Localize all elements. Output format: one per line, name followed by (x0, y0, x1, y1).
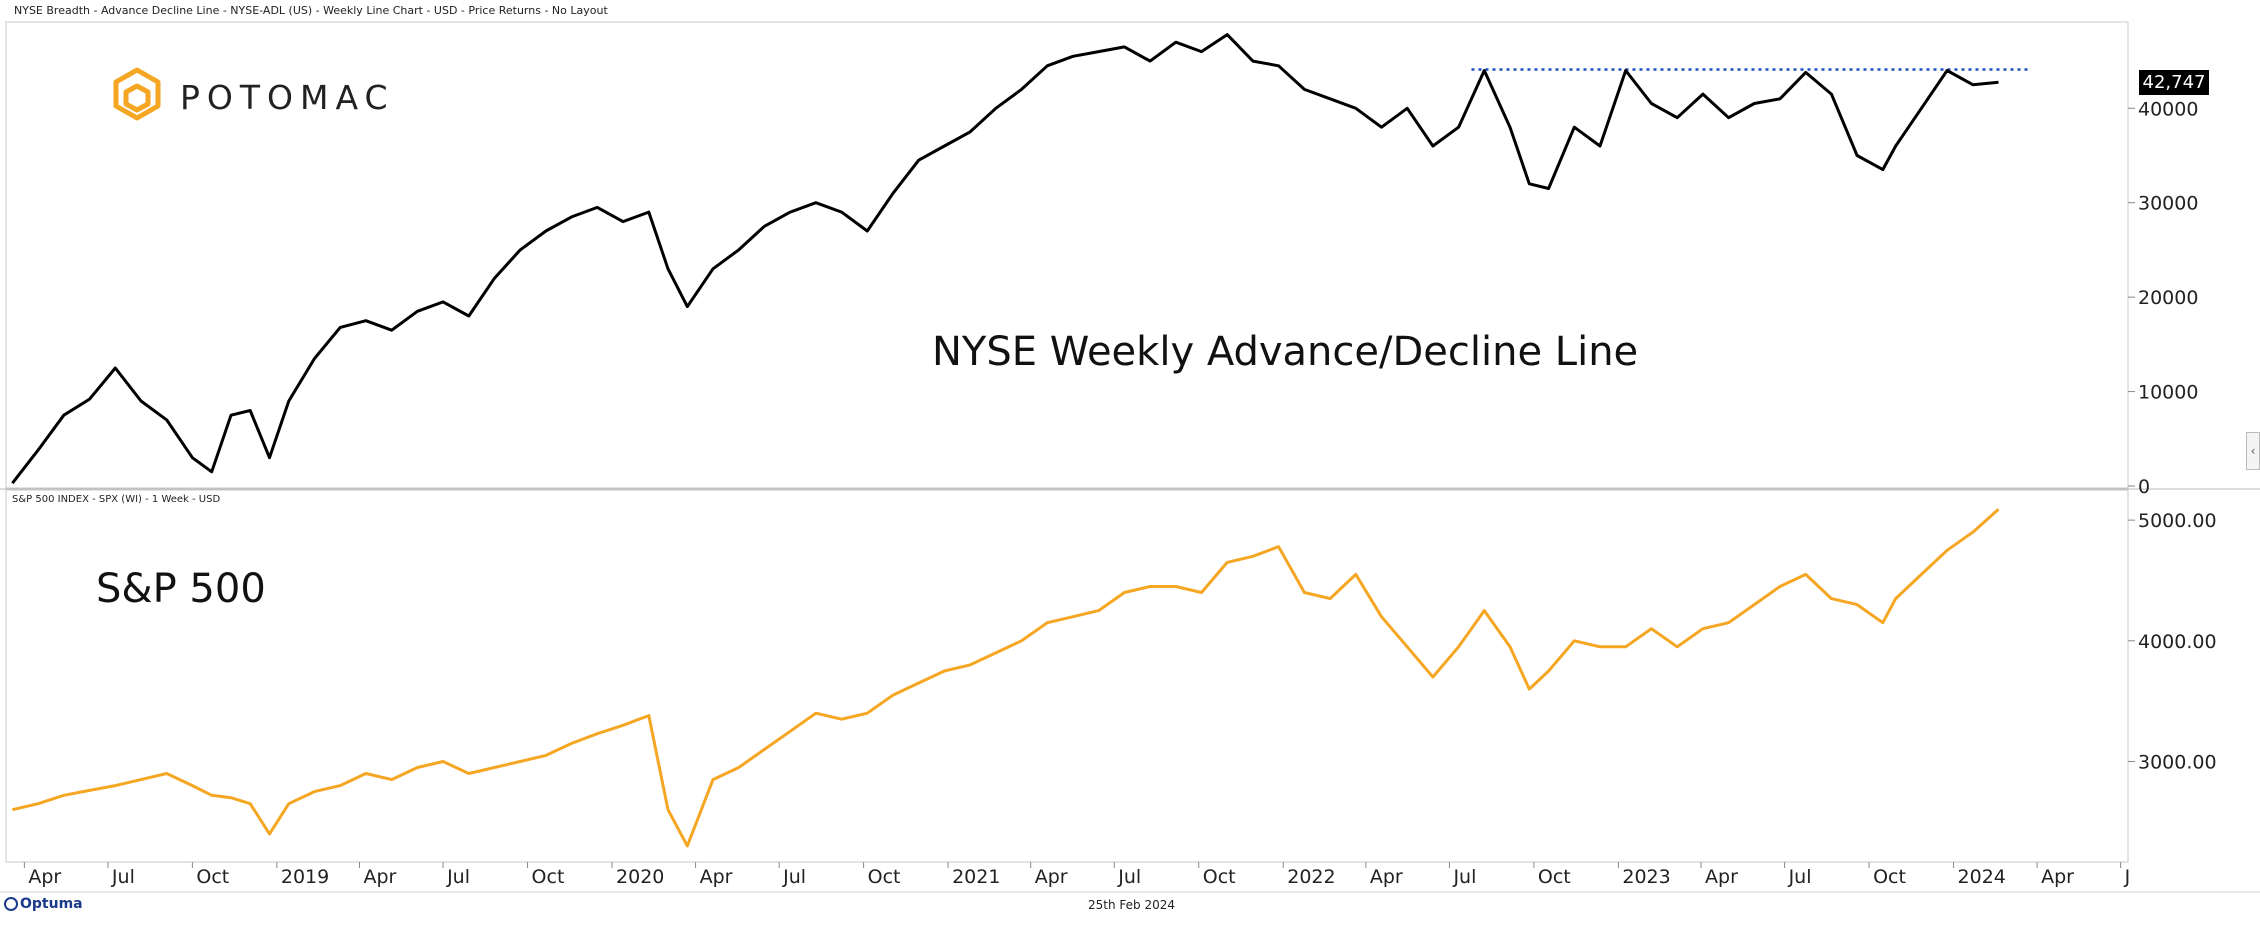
adl-y-tick-label: 0 (2138, 476, 2150, 498)
spx-series-line (12, 508, 2000, 848)
x-tick-label: Jul (111, 866, 135, 888)
x-tick-label: 2024 (1958, 866, 2006, 888)
x-tick-label: 2023 (1622, 866, 1670, 888)
x-tick-label: Oct (1538, 866, 1571, 888)
x-tick-label: 2019 (281, 866, 329, 888)
x-tick-label: Apr (2041, 866, 2074, 888)
brand-logo: POTOMAC (106, 66, 395, 128)
spx-y-tick-label: 3000.00 (2138, 751, 2217, 773)
potomac-hexagon-logo-icon (113, 67, 161, 121)
footer-date: 25th Feb 2024 (1088, 898, 1175, 912)
top-chart-title: NYSE Breadth - Advance Decline Line - NY… (14, 4, 608, 17)
x-tick-label: Oct (868, 866, 901, 888)
x-tick-label: Jul (446, 866, 470, 888)
x-tick-label: Apr (1035, 866, 1068, 888)
x-tick-label: Oct (1203, 866, 1236, 888)
x-tick-label: Oct (532, 866, 565, 888)
x-tick-label: Oct (1873, 866, 1906, 888)
collapse-panel-button[interactable]: ‹ (2246, 432, 2260, 470)
spx-chart-title: S&P 500 (96, 566, 266, 612)
x-tick-label: Apr (1370, 866, 1403, 888)
bottom-chart-title: S&P 500 INDEX - SPX (WI) - 1 Week - USD (12, 494, 221, 505)
adl-series-line (11, 33, 1999, 485)
x-tick-label: Apr (364, 866, 397, 888)
adl-y-tick-label: 40000 (2138, 98, 2198, 120)
x-tick-label: Jul (1788, 866, 1812, 888)
spx-panel-frame (5, 489, 2129, 863)
vendor-name: Optuma (20, 896, 83, 912)
x-tick-label: Apr (700, 866, 733, 888)
adl-y-tick-label: 30000 (2138, 193, 2198, 215)
spx-y-tick-label: 4000.00 (2138, 631, 2217, 653)
x-tick-label: 2022 (1287, 866, 1335, 888)
vendor-logo: Optuma (4, 896, 83, 912)
x-tick-label: Apr (28, 866, 61, 888)
adl-y-tick-label: 20000 (2138, 287, 2198, 309)
x-tick-label: Jul (782, 866, 806, 888)
x-tick-label: Jul (1452, 866, 1476, 888)
spx-y-tick-label: 5000.00 (2138, 510, 2217, 532)
adl-last-value-badge: 42,747 (2139, 70, 2209, 95)
adl-y-tick-label: 10000 (2138, 382, 2198, 404)
x-tick-label: Oct (196, 866, 229, 888)
adl-chart-title: NYSE Weekly Advance/Decline Line (932, 329, 1639, 375)
x-tick-label: 2021 (952, 866, 1000, 888)
x-tick-label: Apr (1705, 866, 1738, 888)
brand-name: POTOMAC (180, 77, 395, 117)
optuma-icon (4, 897, 18, 911)
x-tick-label: 2020 (616, 866, 664, 888)
x-tick-label: Jul (1117, 866, 1141, 888)
x-tick-label: J (2124, 866, 2131, 888)
